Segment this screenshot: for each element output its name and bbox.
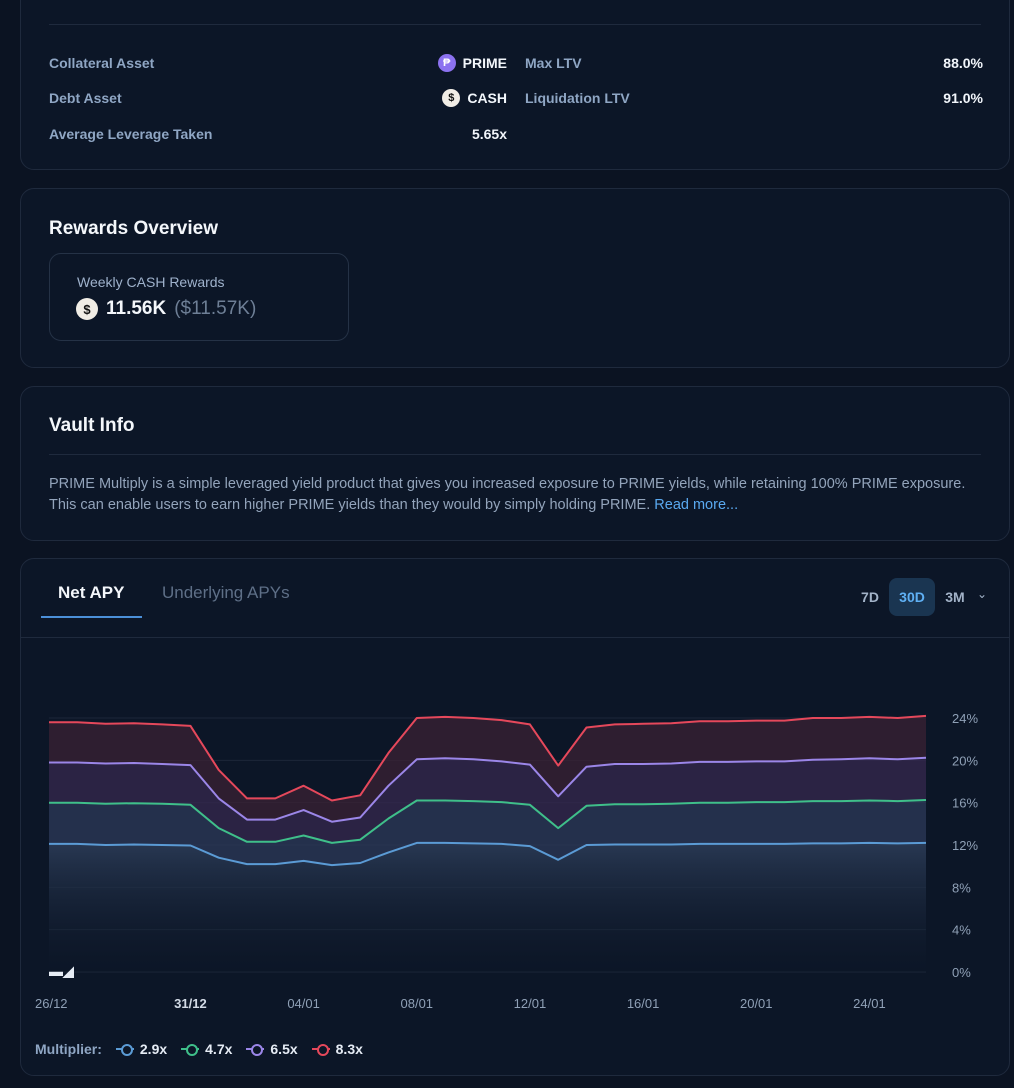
legend-marker-icon: [115, 1044, 134, 1056]
vault-info-title: Vault Info: [49, 415, 135, 436]
prime-token-icon: ₱: [437, 54, 456, 72]
series-line-6.5x: [49, 756, 927, 823]
net-apy-chart[interactable]: 0% 4% 8% 12% 16% 20% 24% 26/12 31/12 04/01 08/01 12…: [21, 559, 1011, 1029]
average-leverage-label: Average Leverage Taken: [49, 126, 213, 142]
series-line-8.3x: [49, 714, 927, 802]
y-tick-label: 20%: [952, 753, 978, 768]
x-tick-label: 31/12: [174, 996, 207, 1011]
series-area-8.3x: [49, 715, 926, 822]
cash-token-icon: $: [76, 298, 98, 320]
debt-asset-text: CASH: [467, 90, 507, 106]
x-tick-label: 16/01: [627, 996, 660, 1011]
range-30d-button[interactable]: 30D: [889, 578, 935, 616]
legend-label: 4.7x: [205, 1041, 233, 1057]
debt-asset-label: Debt Asset: [49, 90, 122, 106]
legend-title: Multiplier:: [35, 1041, 102, 1057]
tab-net-apy[interactable]: Net APY: [58, 583, 125, 602]
series-area-4.7x: [49, 800, 926, 866]
legend-marker-icon: [311, 1044, 330, 1056]
collateral-asset-value: ₱ PRIME: [321, 54, 507, 72]
divider: [21, 637, 1009, 638]
tradingview-logo-icon: ▬◢: [49, 963, 74, 979]
range-3m-button[interactable]: 3M: [945, 589, 965, 605]
cash-token-icon: $: [442, 89, 461, 107]
max-ltv-value: 88.0%: [943, 55, 983, 71]
rewards-card: Rewards Overview Weekly CASH Rewards $ 1…: [20, 188, 1010, 368]
debt-asset-value: $ CASH: [321, 89, 507, 107]
legend-label: 2.9x: [139, 1041, 168, 1057]
rewards-title: Rewards Overview: [49, 218, 218, 239]
collateral-asset-text: PRIME: [462, 55, 507, 71]
apy-chart-card: Net APY Underlying APYs 7D 30D 3M ⌄ 0% 4%…: [20, 558, 1010, 1076]
active-tab-indicator: [41, 616, 142, 618]
weekly-rewards-box: Weekly CASH Rewards $ 11.56K ($11.57K): [49, 253, 349, 341]
legend-item-4-7x[interactable]: 4.7x: [181, 1041, 232, 1057]
series-line-2.9x: [49, 841, 927, 867]
chart-legend: Multiplier: 2.9x 4.7x 6.5x 8.3x: [35, 1041, 363, 1057]
y-tick-label: 16%: [952, 796, 978, 811]
read-more-link[interactable]: Read more...: [654, 497, 739, 513]
divider: [49, 24, 981, 25]
vault-description-text: PRIME Multiply is a simple leveraged yie…: [49, 476, 966, 513]
liquidation-ltv-label: Liquidation LTV: [525, 90, 630, 106]
max-ltv-label: Max LTV: [525, 55, 582, 71]
legend-item-8-3x[interactable]: 8.3x: [311, 1041, 363, 1057]
weekly-rewards-label: Weekly CASH Rewards: [77, 274, 225, 290]
average-leverage-value: 5.65x: [471, 126, 507, 142]
x-tick-label: 24/01: [853, 996, 886, 1011]
legend-label: 6.5x: [270, 1041, 298, 1057]
x-tick-label: 12/01: [514, 996, 547, 1011]
weekly-rewards-usd: ($11.57K): [174, 298, 257, 319]
position-card: Collateral Asset ₱ PRIME Max LTV 88.0% D…: [20, 0, 1010, 170]
liquidation-ltv-value: 91.0%: [943, 90, 983, 106]
collateral-asset-label: Collateral Asset: [49, 55, 155, 71]
y-tick-label: 4%: [952, 923, 971, 938]
legend-item-6-5x[interactable]: 6.5x: [246, 1041, 298, 1057]
x-tick-label: 08/01: [401, 996, 434, 1011]
legend-label: 8.3x: [335, 1041, 363, 1057]
legend-item-2-9x[interactable]: 2.9x: [115, 1041, 168, 1057]
y-tick-label: 8%: [952, 880, 971, 895]
x-tick-label: 04/01: [287, 996, 320, 1011]
weekly-rewards-value: $ 11.56K ($11.57K): [76, 298, 256, 320]
series-area-6.5x: [49, 757, 926, 843]
y-tick-label: 24%: [952, 711, 978, 726]
divider: [49, 454, 981, 455]
series-area-2.9x: [49, 842, 926, 972]
vault-description: PRIME Multiply is a simple leveraged yie…: [49, 474, 981, 516]
legend-marker-icon: [246, 1044, 265, 1056]
x-tick-label: 20/01: [740, 996, 773, 1011]
range-7d-button[interactable]: 7D: [861, 589, 879, 605]
series-line-4.7x: [49, 799, 927, 844]
legend-marker-icon: [181, 1044, 200, 1056]
tab-underlying-apys[interactable]: Underlying APYs: [162, 583, 290, 602]
y-tick-label: 0%: [952, 965, 971, 980]
chevron-down-icon[interactable]: ⌄: [977, 587, 988, 601]
vault-info-card: Vault Info PRIME Multiply is a simple le…: [20, 386, 1010, 541]
x-tick-label: 26/12: [35, 996, 68, 1011]
weekly-rewards-amount: 11.56K: [106, 298, 167, 319]
y-tick-label: 12%: [952, 838, 978, 853]
